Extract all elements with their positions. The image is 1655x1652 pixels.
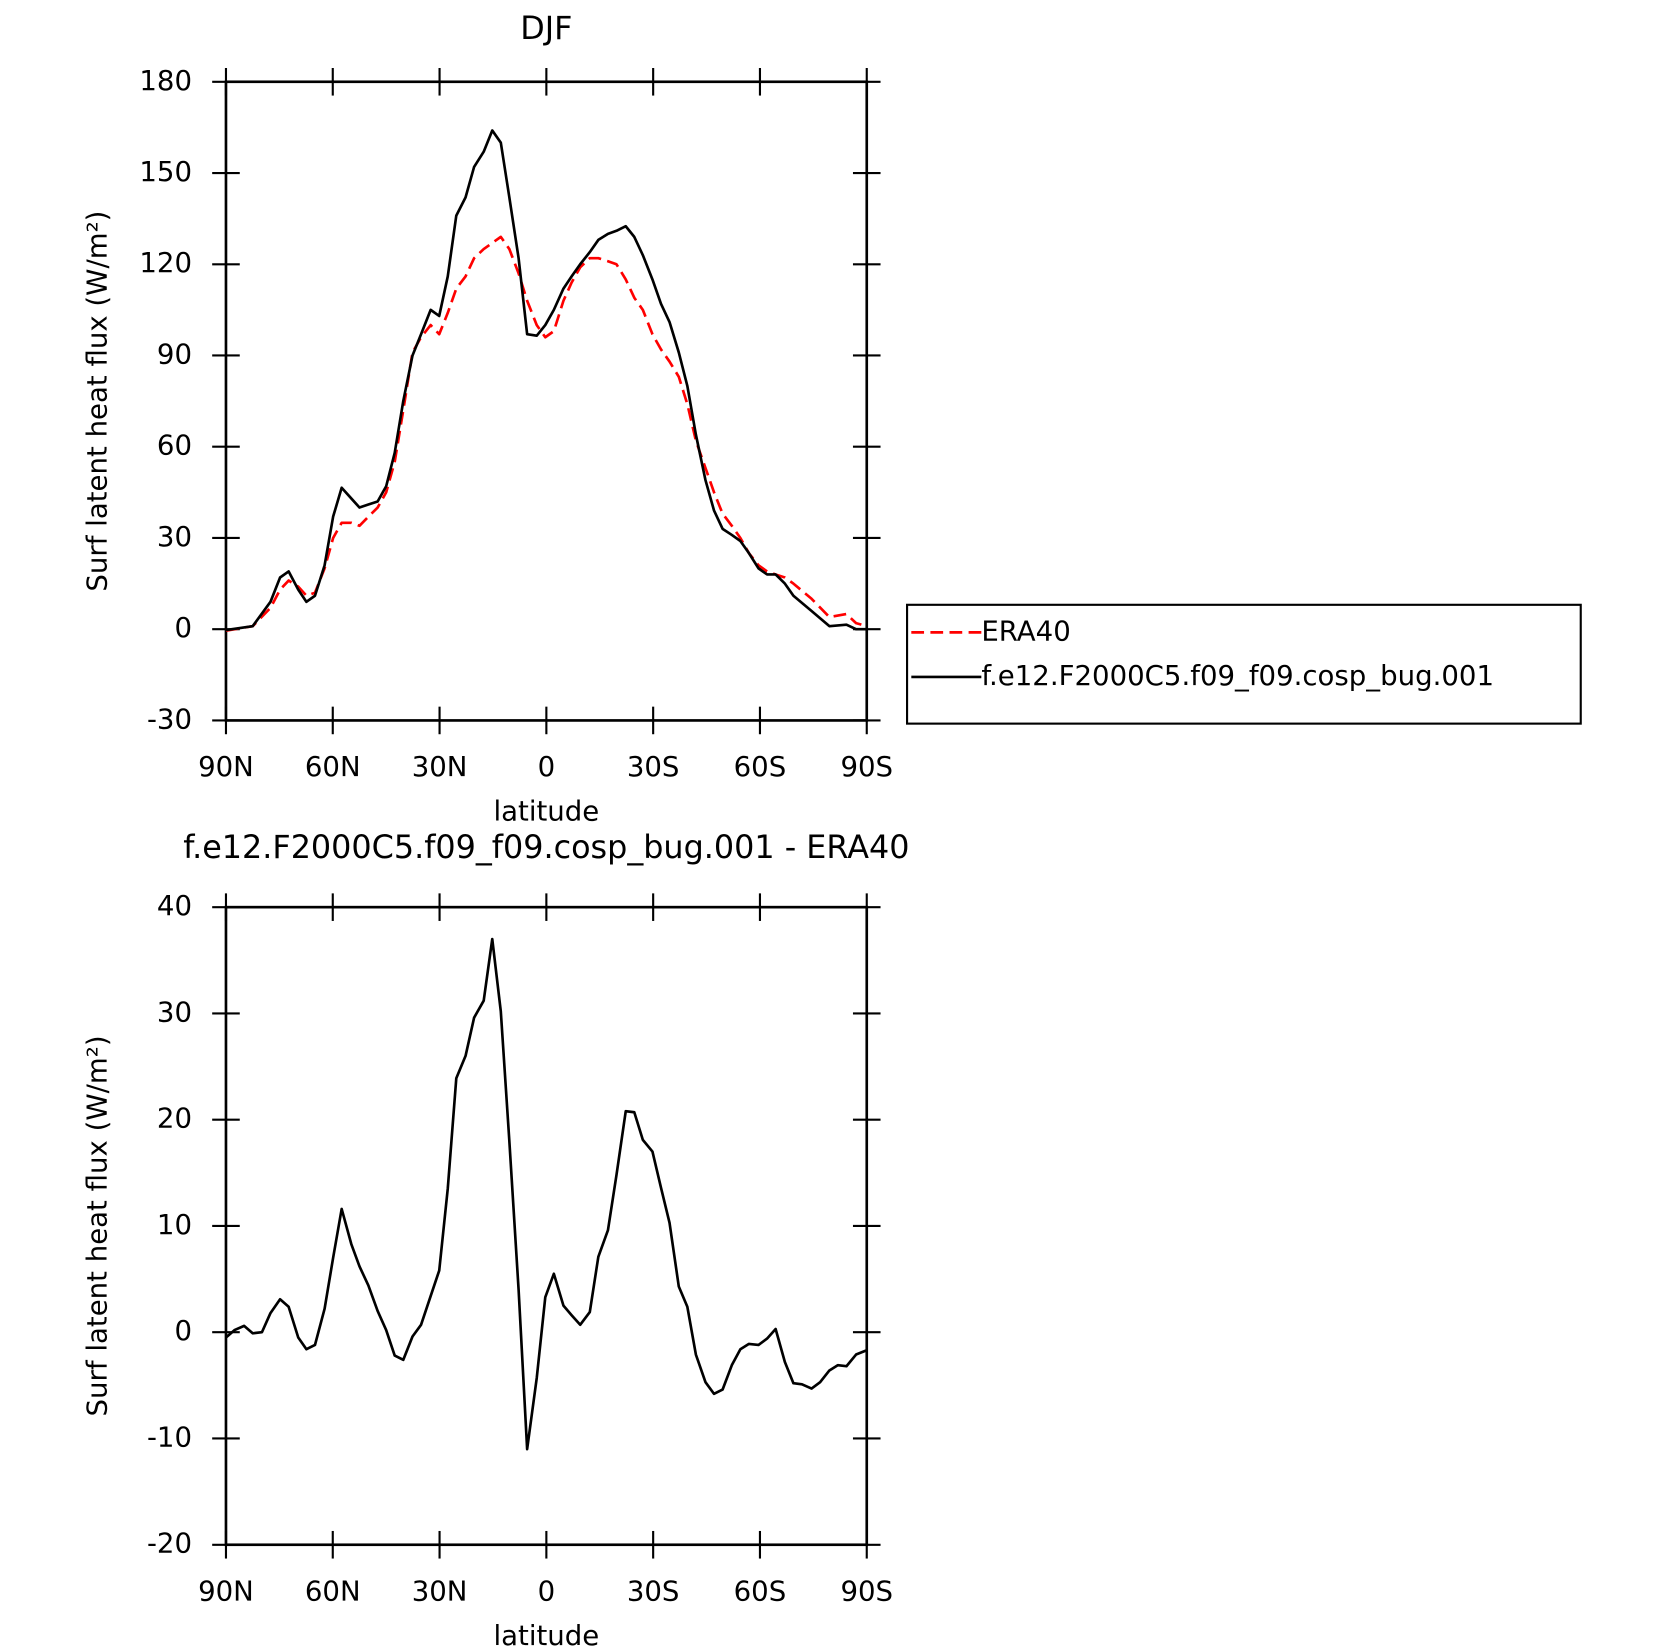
x-tick-label: 0 bbox=[538, 1574, 556, 1607]
x-tick-label: 30N bbox=[412, 750, 468, 783]
y-tick-label: 90 bbox=[157, 337, 192, 370]
x-tick-label: 30S bbox=[627, 1574, 680, 1607]
chart-title: f.e12.F2000C5.f09_f09.cosp_bug.001 - ERA… bbox=[183, 828, 909, 866]
legend-label: f.e12.F2000C5.f09_f09.cosp_bug.001 bbox=[981, 659, 1494, 692]
x-axis-label: latitude bbox=[493, 1619, 599, 1652]
y-tick-label: -10 bbox=[147, 1420, 192, 1453]
x-tick-label: 90S bbox=[840, 750, 893, 783]
x-tick-label: 60S bbox=[734, 750, 787, 783]
y-tick-label: 120 bbox=[139, 246, 192, 279]
y-tick-label: 180 bbox=[139, 64, 192, 97]
data-line bbox=[225, 937, 868, 1451]
x-tick-label: 30N bbox=[412, 1574, 468, 1607]
x-tick-label: 30S bbox=[627, 750, 680, 783]
x-tick-label: 60N bbox=[305, 1574, 361, 1607]
y-axis-label: Surf latent heat flux (W/m²) bbox=[81, 1035, 114, 1416]
x-tick-label: 0 bbox=[538, 750, 556, 783]
y-tick-label: 150 bbox=[139, 155, 192, 188]
x-tick-label: 90N bbox=[198, 750, 254, 783]
x-axis-label: latitude bbox=[493, 795, 599, 828]
y-tick-label: -20 bbox=[147, 1527, 192, 1560]
y-axis-label: Surf latent heat flux (W/m²) bbox=[81, 211, 114, 592]
plot-frame bbox=[224, 905, 869, 1547]
y-tick-label: 30 bbox=[157, 995, 192, 1028]
data-line bbox=[225, 129, 867, 632]
y-tick-label: 10 bbox=[157, 1208, 192, 1241]
y-tick-label: 0 bbox=[174, 1314, 192, 1347]
chart-title: DJF bbox=[520, 9, 572, 47]
legend-label: ERA40 bbox=[981, 614, 1070, 647]
y-tick-label: 20 bbox=[157, 1102, 192, 1135]
data-line bbox=[225, 235, 868, 633]
x-tick-label: 60N bbox=[305, 750, 361, 783]
y-tick-label: 60 bbox=[157, 429, 192, 462]
y-tick-label: -30 bbox=[147, 702, 192, 735]
x-tick-label: 60S bbox=[734, 1574, 787, 1607]
x-tick-label: 90N bbox=[198, 1574, 254, 1607]
x-tick-label: 90S bbox=[840, 1574, 893, 1607]
y-tick-label: 0 bbox=[174, 611, 192, 644]
y-tick-label: 30 bbox=[157, 520, 192, 553]
plot-frame bbox=[224, 80, 869, 722]
y-tick-label: 40 bbox=[157, 889, 192, 922]
legend-box bbox=[906, 603, 1582, 725]
